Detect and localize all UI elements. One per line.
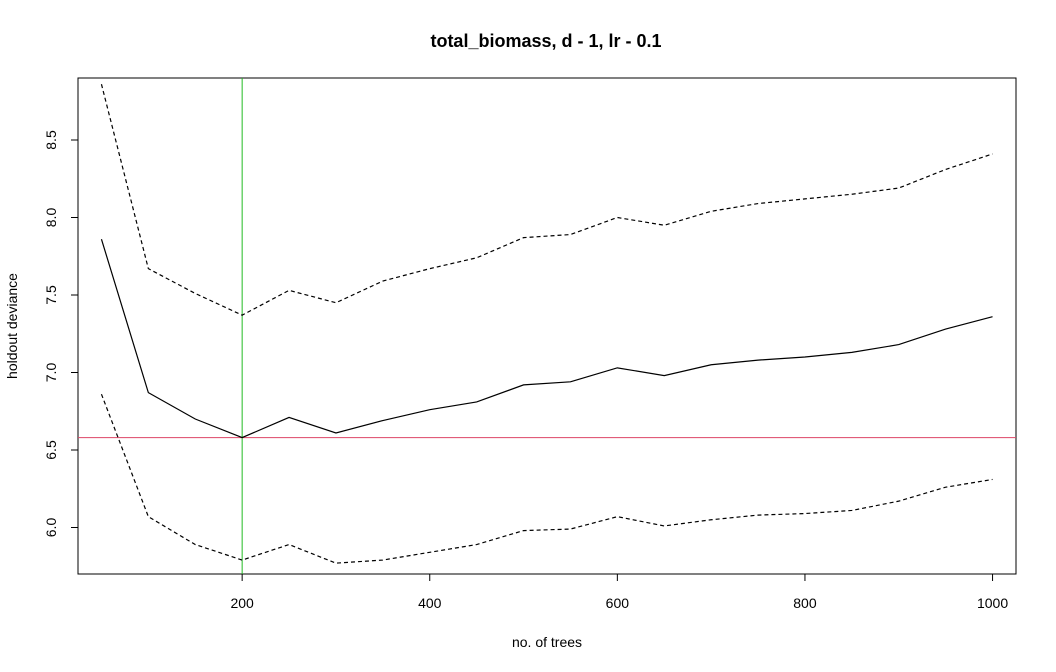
y-axis: 6.0 6.5 7.0 7.5 8.0 8.5 [43, 130, 78, 537]
y-tick-label: 7.0 [43, 363, 59, 383]
series-lines [100, 84, 993, 564]
x-tick-label: 400 [418, 595, 442, 611]
solid-series-line [100, 239, 993, 439]
plot-area-frame [77, 77, 1017, 575]
y-tick-label: 6.5 [43, 440, 59, 460]
reference-lines [78, 78, 1016, 574]
y-tick-label: 8.0 [43, 208, 59, 228]
x-tick-label: 200 [230, 595, 254, 611]
x-tick-label: 600 [606, 595, 630, 611]
y-tick-label: 6.0 [43, 518, 59, 538]
y-tick-label: 8.5 [43, 130, 59, 150]
x-axis: 200 400 600 800 1000 [230, 574, 1008, 611]
y-axis-label: holdout deviance [4, 273, 20, 379]
dashed-series-line-2 [100, 393, 993, 564]
x-tick-label: 1000 [977, 595, 1008, 611]
y-tick-label: 7.5 [43, 285, 59, 305]
x-axis-label: no. of trees [512, 634, 582, 650]
x-tick-label: 800 [793, 595, 817, 611]
dashed-series-line-1 [100, 84, 993, 316]
chart-title: total_biomass, d - 1, lr - 0.1 [430, 31, 661, 51]
